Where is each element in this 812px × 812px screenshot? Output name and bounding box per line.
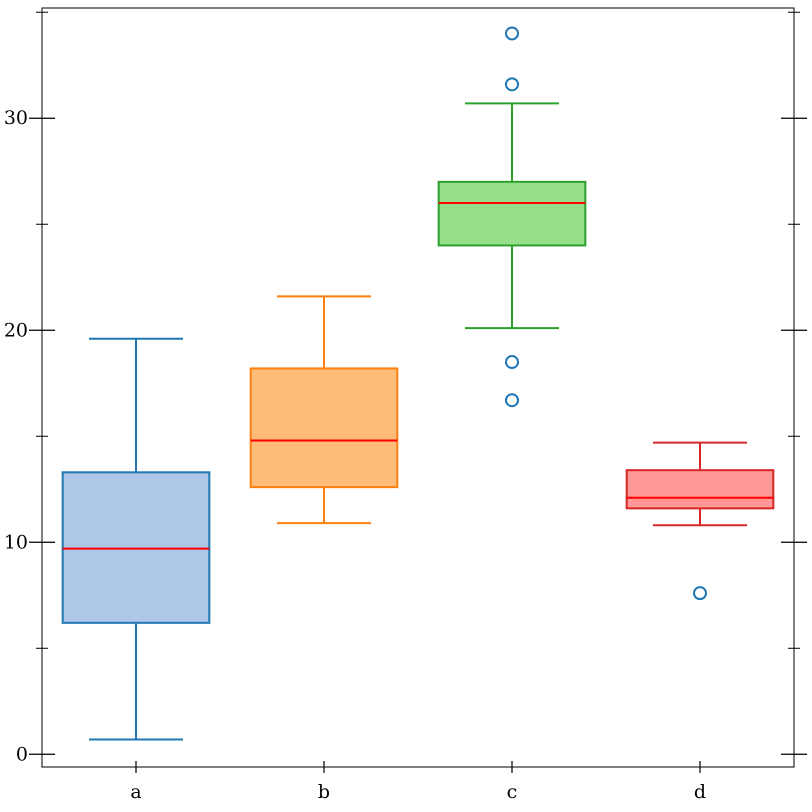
y-tick-label: 10 [4,531,28,553]
outlier-point [505,77,519,92]
y-tick-label: 30 [4,107,28,129]
plot-frame [41,7,795,768]
boxes-group [61,26,775,741]
outlier-point [693,586,707,601]
x-tick-label: b [318,781,330,803]
iqr-box [249,367,399,489]
iqr-box [61,471,211,624]
outlier-point [505,26,519,41]
outlier-point [505,355,519,370]
box-c [437,26,587,408]
box-a [61,337,211,741]
x-tick-label: d [694,781,706,803]
y-tick-label: 20 [4,319,28,341]
x-axis: a b c d [130,761,706,803]
iqr-box [625,469,775,510]
x-tick-label: a [130,781,141,803]
y-axis-right [781,11,807,755]
y-tick-label: 0 [16,743,28,765]
box-b [249,295,399,525]
y-axis-left: 0 10 20 30 [4,11,55,765]
iqr-box [437,180,587,247]
x-tick-label: c [507,781,518,803]
outlier-point [505,393,519,408]
box-d [625,441,775,601]
